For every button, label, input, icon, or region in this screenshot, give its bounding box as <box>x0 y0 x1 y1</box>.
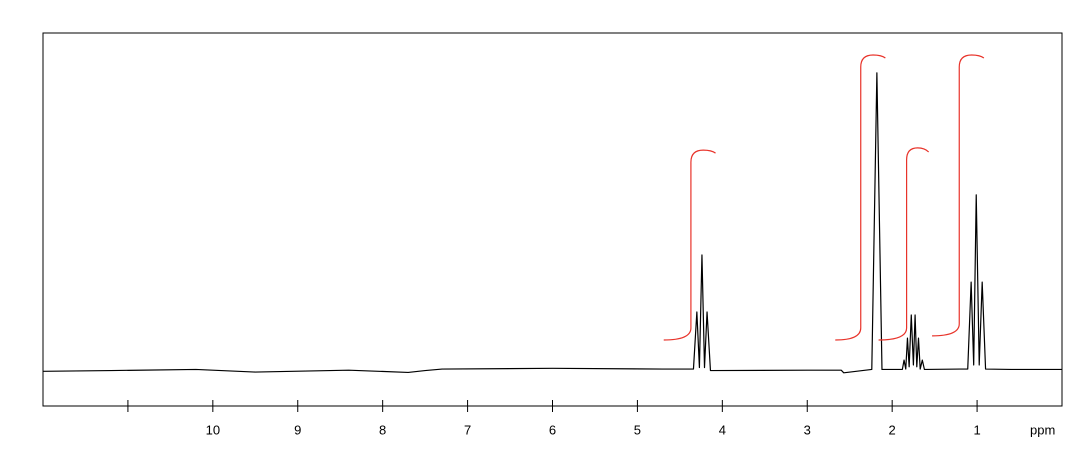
x-tick-label: 1 <box>973 422 980 437</box>
integral-curve <box>663 149 716 341</box>
spectrum-line <box>42 72 1062 374</box>
x-tick-label: 6 <box>549 422 556 437</box>
x-tick-label: 10 <box>206 422 220 437</box>
x-tick-label: 8 <box>379 422 386 437</box>
x-tick-label: 4 <box>719 422 726 437</box>
plot-frame <box>42 32 1063 407</box>
x-tick-label: 9 <box>294 422 301 437</box>
integral-curve <box>932 54 985 337</box>
integral-curve <box>835 54 886 341</box>
x-axis-label: ppm <box>1030 422 1055 437</box>
integral-curve <box>878 147 930 341</box>
x-tick-label: 3 <box>804 422 811 437</box>
x-tick-label: 2 <box>889 422 896 437</box>
x-tick-label: 5 <box>634 422 641 437</box>
x-tick-label: 7 <box>464 422 471 437</box>
